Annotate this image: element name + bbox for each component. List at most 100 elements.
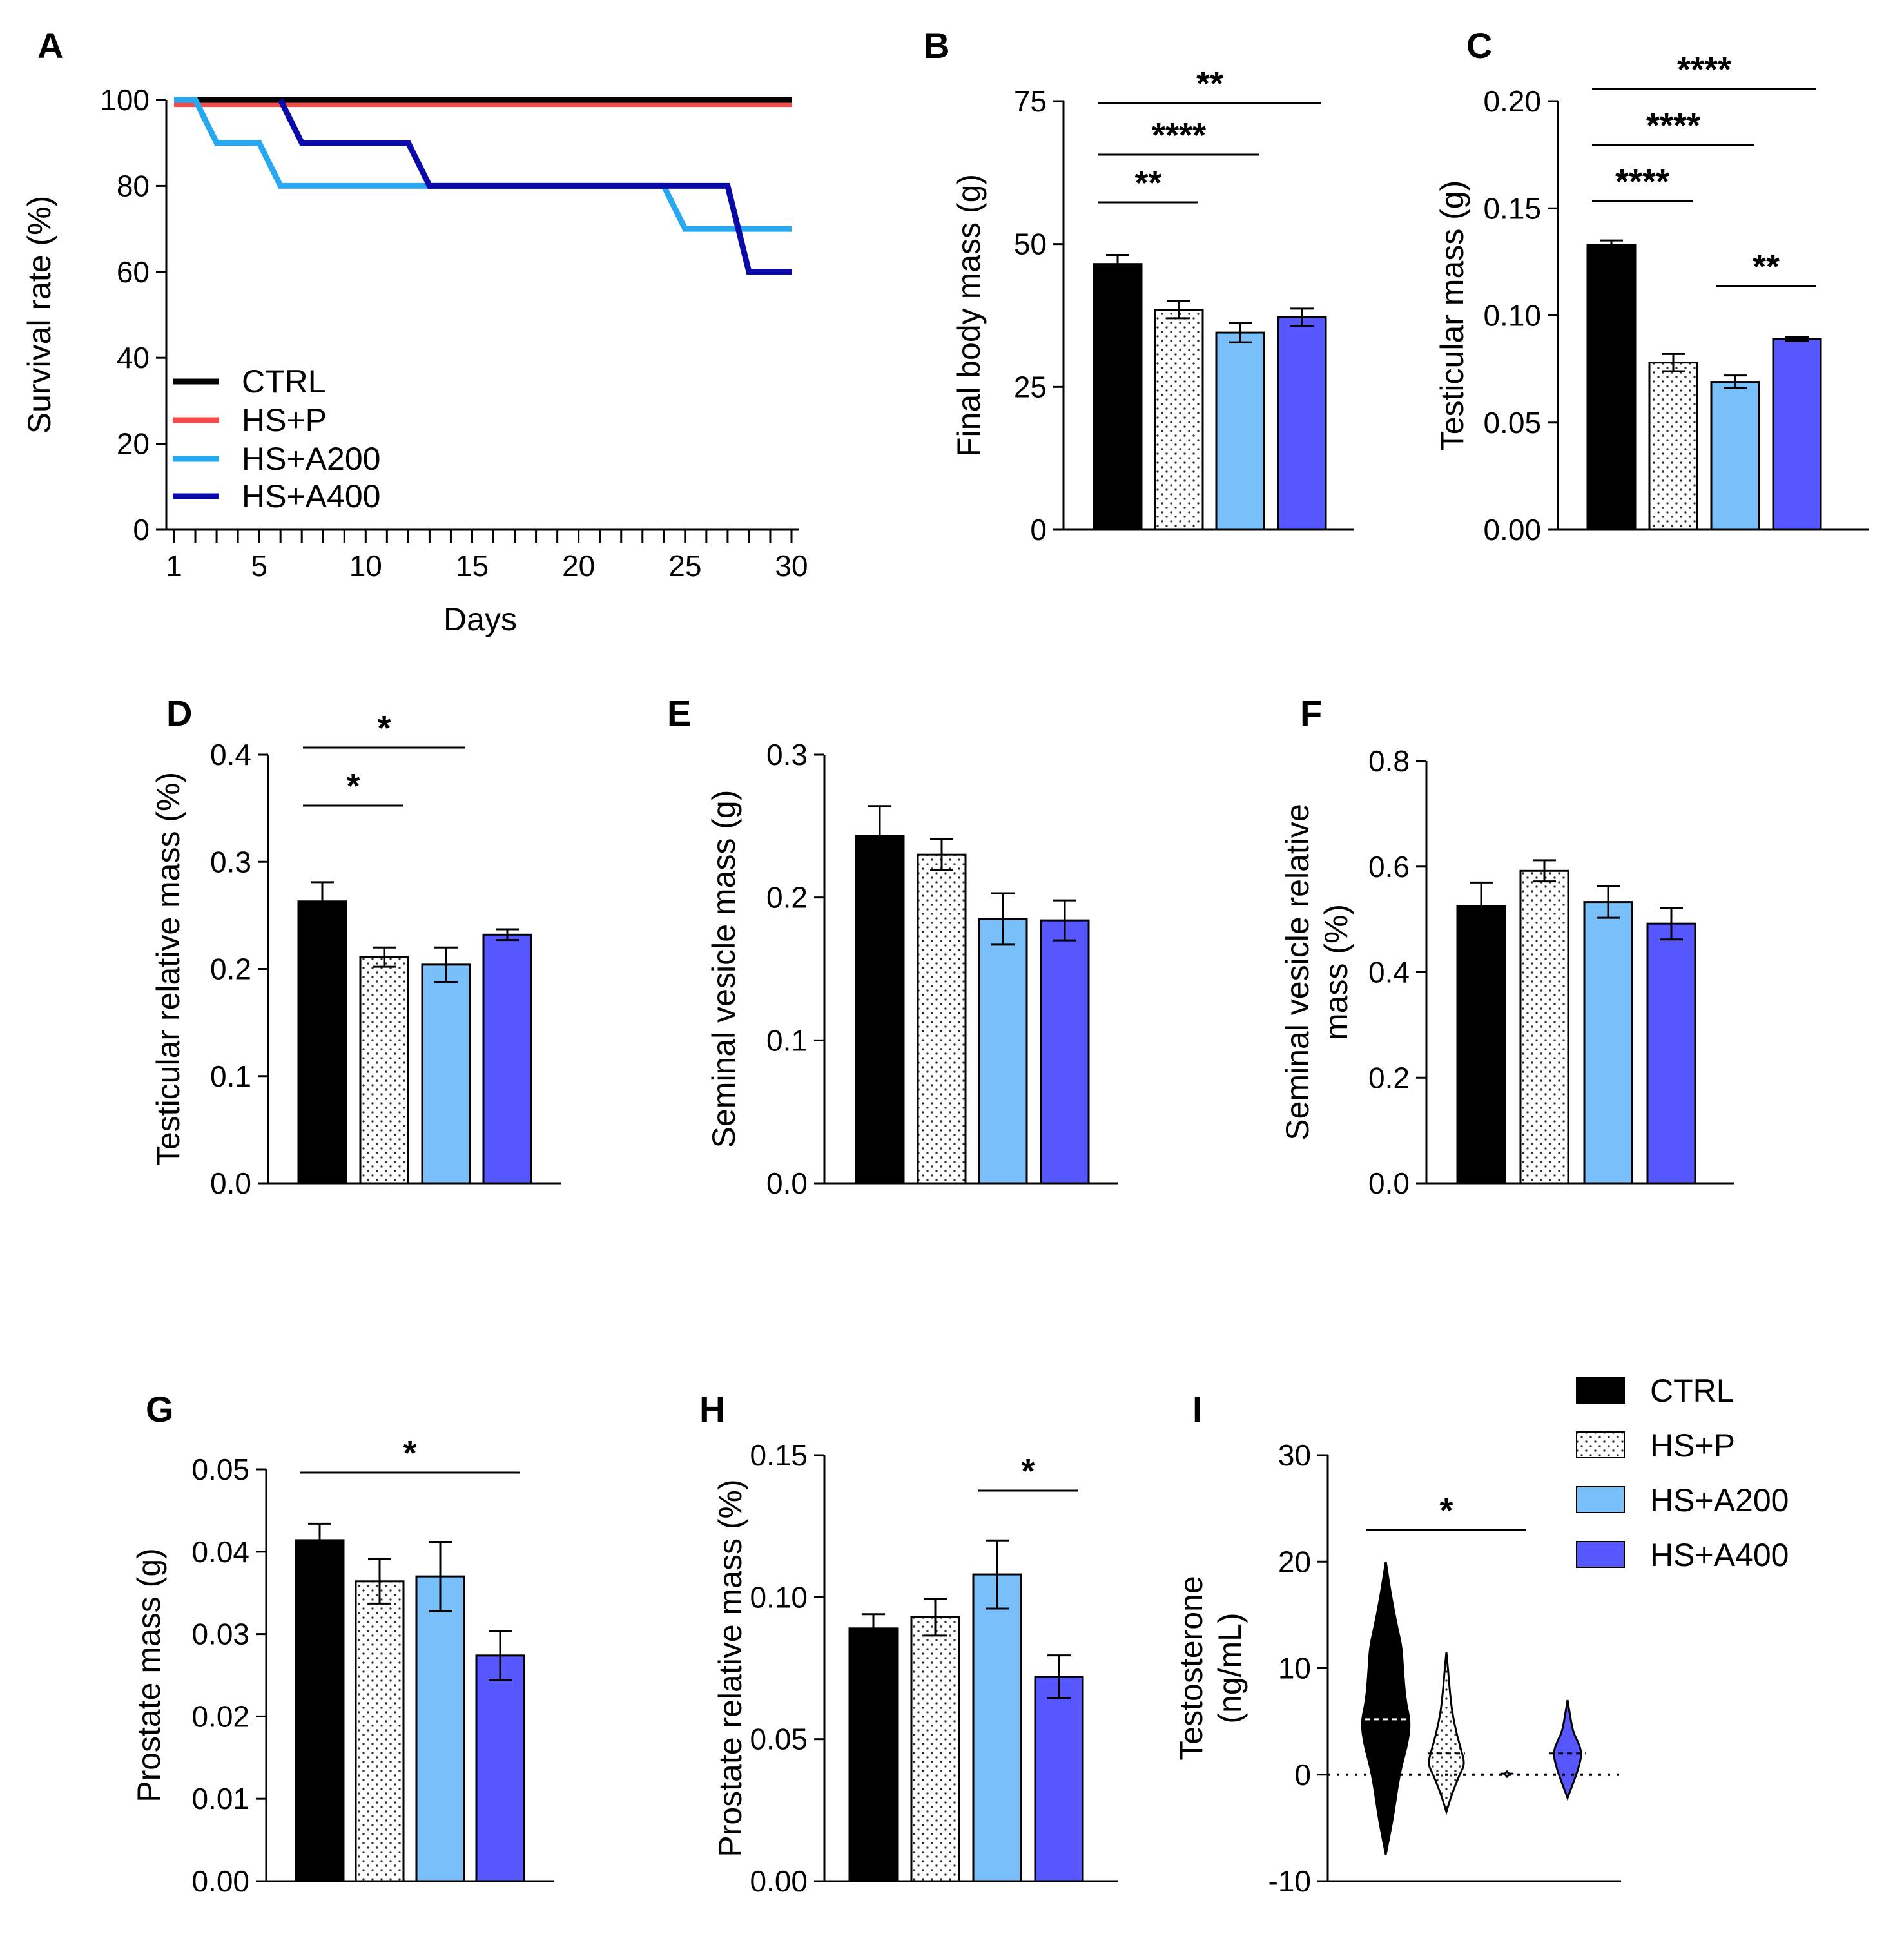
y-axis-title: Seminal vesicle mass (g): [706, 790, 742, 1148]
panel-d-testicular-relative-mass-chart: D 0.0 0.1 0.2 0.3 0.4 Testicular relative mass…: [150, 693, 561, 1200]
significance-label: **: [1134, 164, 1161, 202]
panel-i-testosterone-violin-chart: I -10 0 10 20 30 Testosterone(ng/mL) *: [1173, 1389, 1621, 1898]
bar-ctrl: [855, 835, 905, 1185]
legend-label-hs-p: HS+P: [242, 402, 327, 438]
y-tick-label: 0.01: [191, 1782, 249, 1815]
y-tick-label: 0.02: [191, 1699, 249, 1733]
panel-letter: A: [37, 25, 63, 66]
significance-label: *: [346, 767, 360, 806]
significance-label: *: [403, 1434, 416, 1473]
bar-hs-p: [1519, 869, 1569, 1185]
bar-hs-a200: [978, 918, 1028, 1185]
y-axis-title: Testicular relative mass (%): [150, 772, 186, 1166]
bar-hs-a400: [475, 1654, 525, 1882]
y-tick-label: 0.03: [191, 1618, 249, 1651]
bar-ctrl: [848, 1627, 899, 1882]
y-tick-label: 0.6: [1368, 850, 1410, 884]
y-tick-label: 30: [1278, 1438, 1311, 1472]
y-tick-label: 0.10: [750, 1580, 808, 1614]
x-tick-label: 10: [349, 549, 382, 583]
y-tick-label: 0.2: [210, 952, 251, 986]
bar-hs-a200: [972, 1573, 1022, 1882]
bar-ctrl: [297, 900, 347, 1185]
legend-swatch-hs-a400: [1576, 1541, 1625, 1568]
y-tick-label: 0: [1294, 1758, 1311, 1792]
bar-hs-a400: [1772, 338, 1822, 531]
y-tick-label: 0.4: [1368, 956, 1410, 989]
legend-label-hs-p: HS+P: [1650, 1427, 1735, 1464]
legend-label-hs-a200: HS+A200: [1650, 1482, 1789, 1518]
bar-hs-a200: [1710, 381, 1760, 531]
panel-f-seminal-vesicle-relative-mass-chart: F 0.0 0.2 0.4 0.6 0.8 Seminal vesicle relative…: [1279, 693, 1734, 1200]
legend-label-hs-a400: HS+A400: [1650, 1537, 1789, 1573]
legend-label-ctrl: CTRL: [242, 363, 326, 400]
significance-label: *: [1439, 1491, 1453, 1530]
x-tick-label: 15: [456, 549, 489, 583]
bar-hs-a200: [415, 1575, 465, 1882]
y-tick-label: 80: [117, 169, 150, 202]
significance-label: ****: [1677, 50, 1731, 89]
bar-hs-p: [917, 853, 967, 1185]
bar-legend: CTRL HS+P HS+A200 HS+A400: [1576, 1373, 1789, 1573]
x-axis-title: Days: [443, 601, 517, 637]
y-tick-label: 50: [1014, 227, 1047, 261]
violin-hs-a400: [1553, 1699, 1582, 1801]
y-tick-label: 0.8: [1368, 744, 1410, 778]
panel-letter: B: [924, 25, 949, 66]
legend-label-hs-a400: HS+A400: [242, 478, 380, 514]
legend-swatch-hs-p: [1576, 1431, 1625, 1458]
bar-hs-p: [1154, 309, 1204, 531]
bar-ctrl: [1586, 244, 1637, 531]
legend-label-hs-a200: HS+A200: [242, 441, 380, 477]
panel-letter: D: [166, 693, 192, 733]
y-tick-label: 0.00: [750, 1864, 808, 1898]
x-tick-label: 5: [251, 549, 267, 583]
legend-label-ctrl: CTRL: [1650, 1373, 1734, 1409]
x-tick-label: 20: [562, 549, 595, 583]
y-tick-label: 0.05: [191, 1453, 249, 1486]
y-tick-label: 20: [1278, 1545, 1311, 1578]
y-tick-label: 0.20: [1483, 84, 1541, 118]
y-axis-title-line: mass (%): [1318, 904, 1354, 1040]
bar-hs-a400: [1277, 316, 1327, 531]
violin-hs-p: [1428, 1652, 1465, 1815]
bar-ctrl: [1456, 905, 1506, 1185]
y-axis-title: Prostate relative mass (%): [712, 1479, 748, 1857]
bar-hs-a400: [482, 933, 532, 1185]
x-tick-label: 25: [668, 549, 701, 583]
y-axis-title-line: Testosterone: [1173, 1576, 1209, 1760]
panel-g-prostate-mass-chart: G 0.00 0.01 0.02 0.03 0.04 0.05 Prostate mass (…: [131, 1389, 554, 1898]
bar-hs-p: [1648, 362, 1698, 531]
y-tick-label: 40: [117, 341, 150, 374]
bar-hs-p: [359, 956, 409, 1185]
y-tick-label: 0.3: [766, 738, 808, 771]
y-tick-label: 0.3: [210, 845, 251, 878]
y-tick-label: 0: [133, 513, 150, 546]
y-tick-label: 0.15: [1483, 191, 1541, 225]
legend-swatch-ctrl: [1576, 1377, 1625, 1404]
y-axis-title: Testicular mass (g): [1434, 180, 1470, 451]
y-tick-label: 0.2: [1368, 1061, 1410, 1094]
y-tick-label: -10: [1268, 1864, 1311, 1898]
y-tick-label: 0.0: [766, 1166, 808, 1200]
bar-hs-a400: [1040, 919, 1090, 1185]
y-tick-label: 0.0: [210, 1166, 251, 1200]
y-tick-label: 0.10: [1483, 299, 1541, 333]
x-tick-label: 30: [775, 549, 808, 583]
y-tick-label: 0.04: [191, 1535, 249, 1569]
panel-letter: F: [1300, 693, 1322, 733]
significance-label: *: [377, 709, 391, 748]
panel-letter: I: [1192, 1389, 1203, 1429]
bar-ctrl: [295, 1539, 345, 1882]
y-tick-label: 10: [1278, 1652, 1311, 1685]
panel-letter: E: [667, 693, 691, 733]
y-tick-label: 0.0: [1368, 1166, 1410, 1200]
y-tick-label: 0.05: [750, 1723, 808, 1756]
significance-label: **: [1196, 64, 1223, 103]
y-tick-label: 0.05: [1483, 406, 1541, 440]
significance-label: ****: [1152, 116, 1206, 155]
